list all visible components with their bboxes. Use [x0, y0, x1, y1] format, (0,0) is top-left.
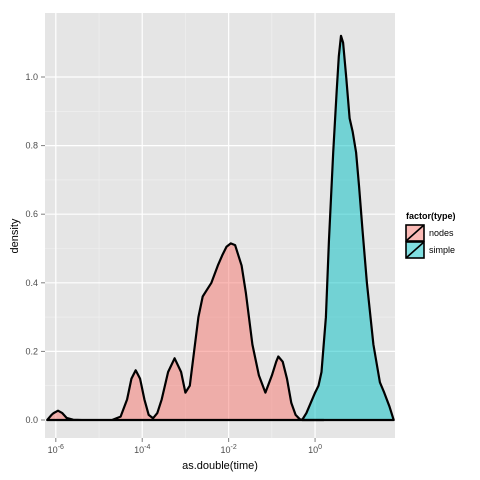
- legend-swatch-simple-slash: [405, 241, 425, 259]
- legend-key-simple: simple: [405, 241, 455, 259]
- x-tick-label-3: 100: [308, 444, 322, 455]
- x-tick-label-1: 10-4: [134, 444, 150, 455]
- legend-label-simple: simple: [429, 245, 455, 255]
- y-tick-label-2: 0.4: [25, 278, 38, 288]
- y-tick-label-3: 0.6: [25, 209, 38, 219]
- y-axis-title: density: [9, 218, 21, 253]
- legend: factor(type) nodes simple: [405, 211, 456, 259]
- density-area-simple: [301, 34, 395, 422]
- x-axis: 10-6 10-4 10-2 100: [48, 438, 322, 455]
- x-tick-label-2: 10-2: [221, 444, 237, 455]
- y-tick-label-4: 0.8: [25, 141, 38, 151]
- x-axis-title: as.double(time): [182, 460, 258, 472]
- density-areas: [46, 34, 395, 422]
- x-tick-label-0: 10-6: [48, 444, 64, 455]
- legend-label-nodes: nodes: [429, 228, 454, 238]
- legend-key-nodes: nodes: [405, 224, 454, 242]
- density-area-nodes: [46, 242, 325, 422]
- y-axis: 0.0 0.2 0.4 0.6 0.8 1.0: [25, 72, 45, 425]
- y-tick-label-0: 0.0: [25, 415, 38, 425]
- legend-swatch-nodes-slash: [405, 224, 425, 242]
- y-tick-label-1: 0.2: [25, 346, 38, 356]
- y-tick-label-5: 1.0: [25, 72, 38, 82]
- legend-title: factor(type): [406, 211, 456, 221]
